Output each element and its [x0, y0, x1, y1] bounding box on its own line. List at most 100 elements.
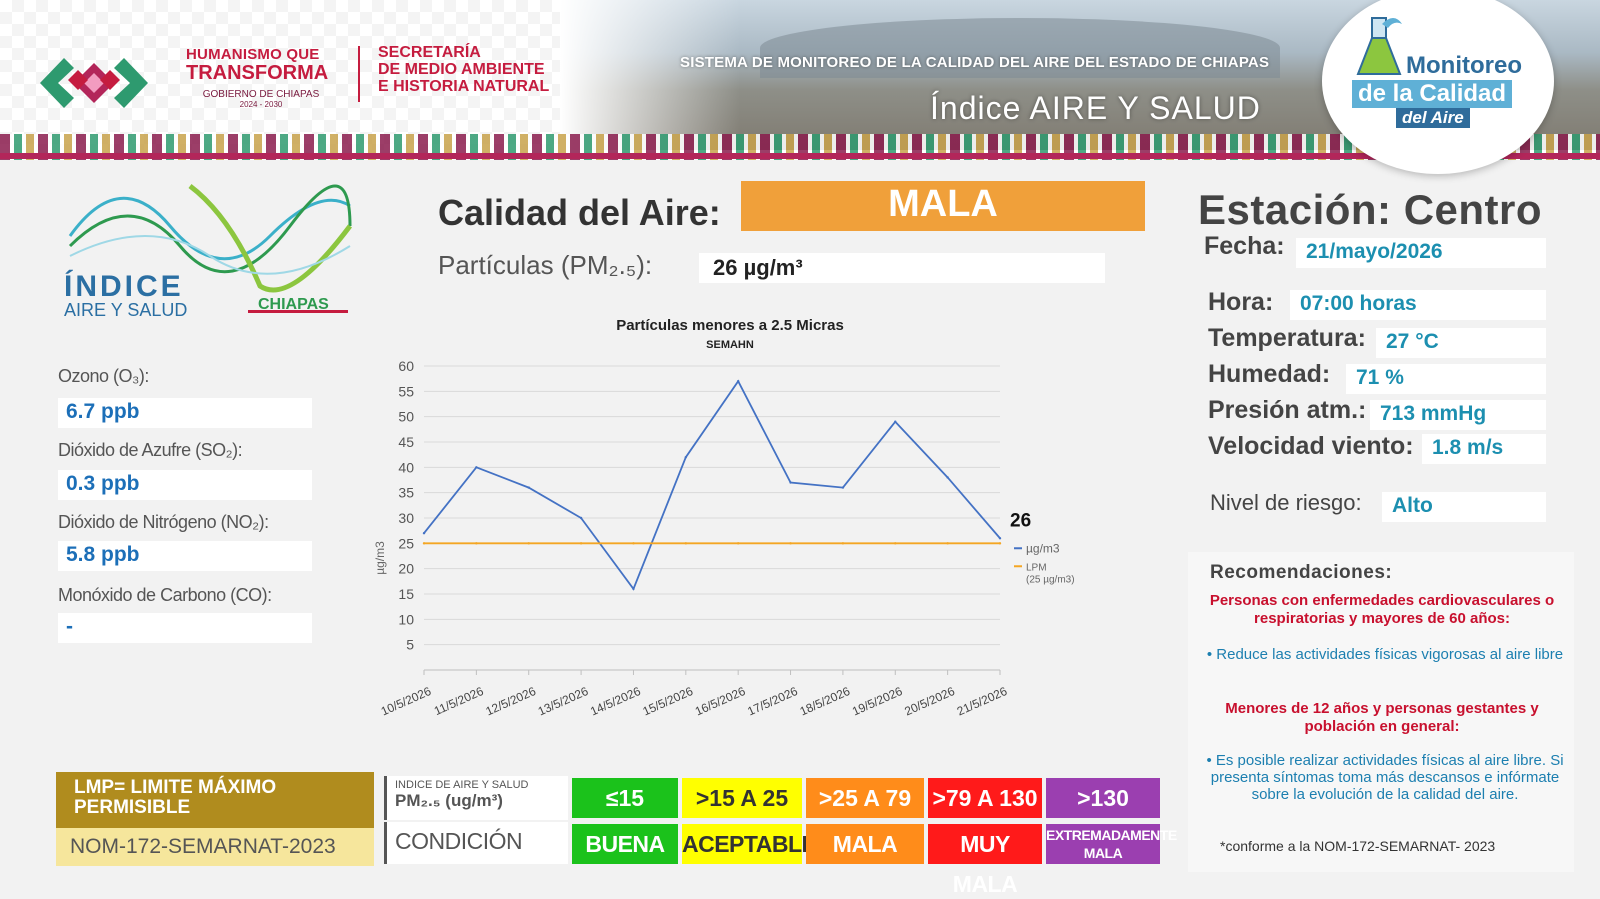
- y-tick-label: 25: [398, 535, 414, 551]
- ozone-label: Ozono (O₃):: [58, 366, 149, 386]
- header-divider: [358, 46, 360, 102]
- badge-line-1: Monitoreo: [1406, 52, 1522, 79]
- hour-label: Hora:: [1208, 288, 1274, 316]
- chart-subtitle: SEMAHN: [706, 339, 754, 351]
- gov-line-3: GOBIERNO DE CHIAPAS: [202, 89, 320, 100]
- header-bottom-line: [0, 153, 1600, 159]
- recommendation-group-2-text-content: Es posible realizar actividades físicas …: [1210, 752, 1564, 803]
- y-tick-label: 60: [398, 358, 414, 374]
- secretaria-line-3: E HISTORIA NATURAL: [378, 78, 550, 95]
- legend-condition-cell: MUY MALA: [928, 824, 1042, 897]
- risk-level-label: Nivel de riesgo:: [1210, 490, 1362, 515]
- lpm-point: [736, 542, 740, 545]
- index-logo-text-3: CHIAPAS: [258, 296, 329, 313]
- legend-label: µg/m3: [1026, 541, 1060, 555]
- ozone-value: 6.7 ppb: [58, 398, 312, 428]
- humidity-label: Humedad:: [1208, 360, 1331, 388]
- x-tick-label: 10/5/2026: [379, 684, 434, 719]
- chart-ylabel: µg/m3: [373, 541, 387, 575]
- pm25-point: [894, 420, 897, 423]
- temperature-value: 27 °C: [1376, 328, 1546, 358]
- risk-level-value: Alto: [1382, 492, 1546, 522]
- gov-line-2: TRANSFORMA: [186, 62, 329, 84]
- index-logo-text-1: ÍNDICE: [64, 270, 184, 303]
- secretaria-line-1: SECRETARÍA: [378, 44, 481, 61]
- x-tick-label: 17/5/2026: [745, 684, 800, 719]
- lpm-point: [946, 542, 949, 545]
- x-tick-label: 15/5/2026: [641, 684, 696, 719]
- y-tick-label: 5: [406, 637, 414, 653]
- y-tick-label: 55: [398, 383, 414, 399]
- humidity-value: 71 %: [1346, 364, 1546, 394]
- legend-condition-cell: ACEPTABLE: [682, 824, 817, 864]
- x-tick-label: 19/5/2026: [850, 684, 905, 719]
- pm25-point: [527, 486, 530, 489]
- norm-reference: NOM-172-SEMARNAT-2023: [56, 828, 374, 866]
- y-tick-label: 45: [398, 434, 414, 450]
- pm25-value: 26 µg/m³: [699, 253, 1105, 283]
- pm25-point: [422, 532, 426, 535]
- x-tick-label: 12/5/2026: [483, 684, 538, 719]
- lpm-point: [894, 542, 897, 545]
- x-tick-label: 13/5/2026: [536, 684, 591, 719]
- index-logo-waves: [68, 184, 352, 313]
- pm25-point: [684, 456, 688, 459]
- legend-range-cell: >15 A 25: [682, 778, 802, 818]
- date-label: Fecha:: [1204, 232, 1285, 260]
- recommendation-group-1-title: Personas con enfermedades cardiovascular…: [1209, 592, 1555, 627]
- legend-label: LPM: [1026, 562, 1047, 573]
- legend-condition-cell: EXTREMADAMENTE MALA: [1046, 824, 1177, 864]
- x-tick-label: 14/5/2026: [588, 684, 643, 719]
- legend-index-header-line-2: PM₂.₅ (ug/m³): [395, 791, 503, 810]
- date-value: 21/mayo/2026: [1296, 238, 1546, 268]
- no2-value: 5.8 ppb: [58, 541, 312, 571]
- wind-speed-label: Velocidad viento:: [1208, 432, 1414, 460]
- gov-line-1: HUMANISMO QUE: [186, 46, 320, 63]
- pressure-label: Presión atm.:: [1208, 396, 1367, 424]
- x-tick-label: 21/5/2026: [955, 684, 1010, 719]
- mountain-silhouette: [760, 18, 1280, 78]
- lpm-point: [789, 542, 792, 545]
- legend-range-cell: >79 A 130: [928, 778, 1042, 818]
- lpm-point: [998, 542, 1002, 545]
- temperature-label: Temperatura:: [1208, 324, 1366, 352]
- legend-index-header: INDICE DE AIRE Y SALUD PM₂.₅ (ug/m³): [384, 776, 568, 820]
- recommendations-title: Recomendaciones:: [1210, 562, 1393, 583]
- y-tick-label: 20: [398, 561, 414, 577]
- lpm-point: [475, 542, 478, 545]
- no2-label: Dióxido de Nitrógeno (NO₂):: [58, 512, 269, 532]
- badge-line-3: del Aire: [1396, 108, 1470, 128]
- pm25-point: [946, 476, 949, 479]
- recommendation-group-2-title: Menores de 12 años y personas gestantes …: [1225, 700, 1539, 735]
- header-banner: HUMANISMO QUE TRANSFORMA GOBIERNO DE CHI…: [0, 0, 1600, 160]
- pm25-point: [579, 516, 583, 520]
- gov-line-4: 2024 - 2030: [239, 100, 283, 109]
- index-logo-text-2: AIRE Y SALUD: [64, 300, 188, 320]
- badge-line-2: de la Calidad: [1352, 80, 1513, 108]
- legend-index-header-line-1: INDICE DE AIRE Y SALUD: [395, 779, 529, 791]
- lpm-point: [579, 542, 583, 545]
- flask-icon: [1356, 17, 1402, 75]
- chart-title: Partículas menores a 2.5 Micras: [616, 317, 844, 334]
- pm25-label: Partículas (PM₂.₅):: [438, 250, 653, 280]
- pm25-point: [475, 466, 478, 469]
- hour-value: 07:00 horas: [1290, 290, 1546, 320]
- y-tick-label: 30: [398, 510, 414, 526]
- lpm-point: [841, 542, 845, 545]
- legend-range-cell: >130: [1046, 778, 1160, 818]
- pm25-point: [789, 481, 792, 484]
- lmp-definition: LMP= LIMITE MÁXIMO PERMISIBLE: [56, 772, 374, 828]
- recommendation-group-1-text: • Reduce las actividades físicas vigoros…: [1206, 646, 1564, 663]
- pm25-point: [841, 486, 845, 489]
- y-tick-label: 35: [398, 485, 414, 501]
- x-tick-label: 11/5/2026: [432, 684, 486, 718]
- legend-condition-cell: BUENA: [572, 824, 678, 864]
- legend-condition-header: CONDICIÓN: [384, 822, 568, 864]
- lpm-point: [632, 542, 635, 545]
- air-quality-label: Calidad del Aire:: [438, 192, 721, 233]
- legend-condition-cell: MALA: [806, 824, 924, 864]
- pm25-series-line: [423, 379, 1001, 591]
- recommendation-group-2-text: • Es posible realizar actividades física…: [1206, 752, 1564, 803]
- system-subtitle: Índice AIRE Y SALUD: [930, 90, 1261, 126]
- y-tick-label: 40: [398, 459, 414, 475]
